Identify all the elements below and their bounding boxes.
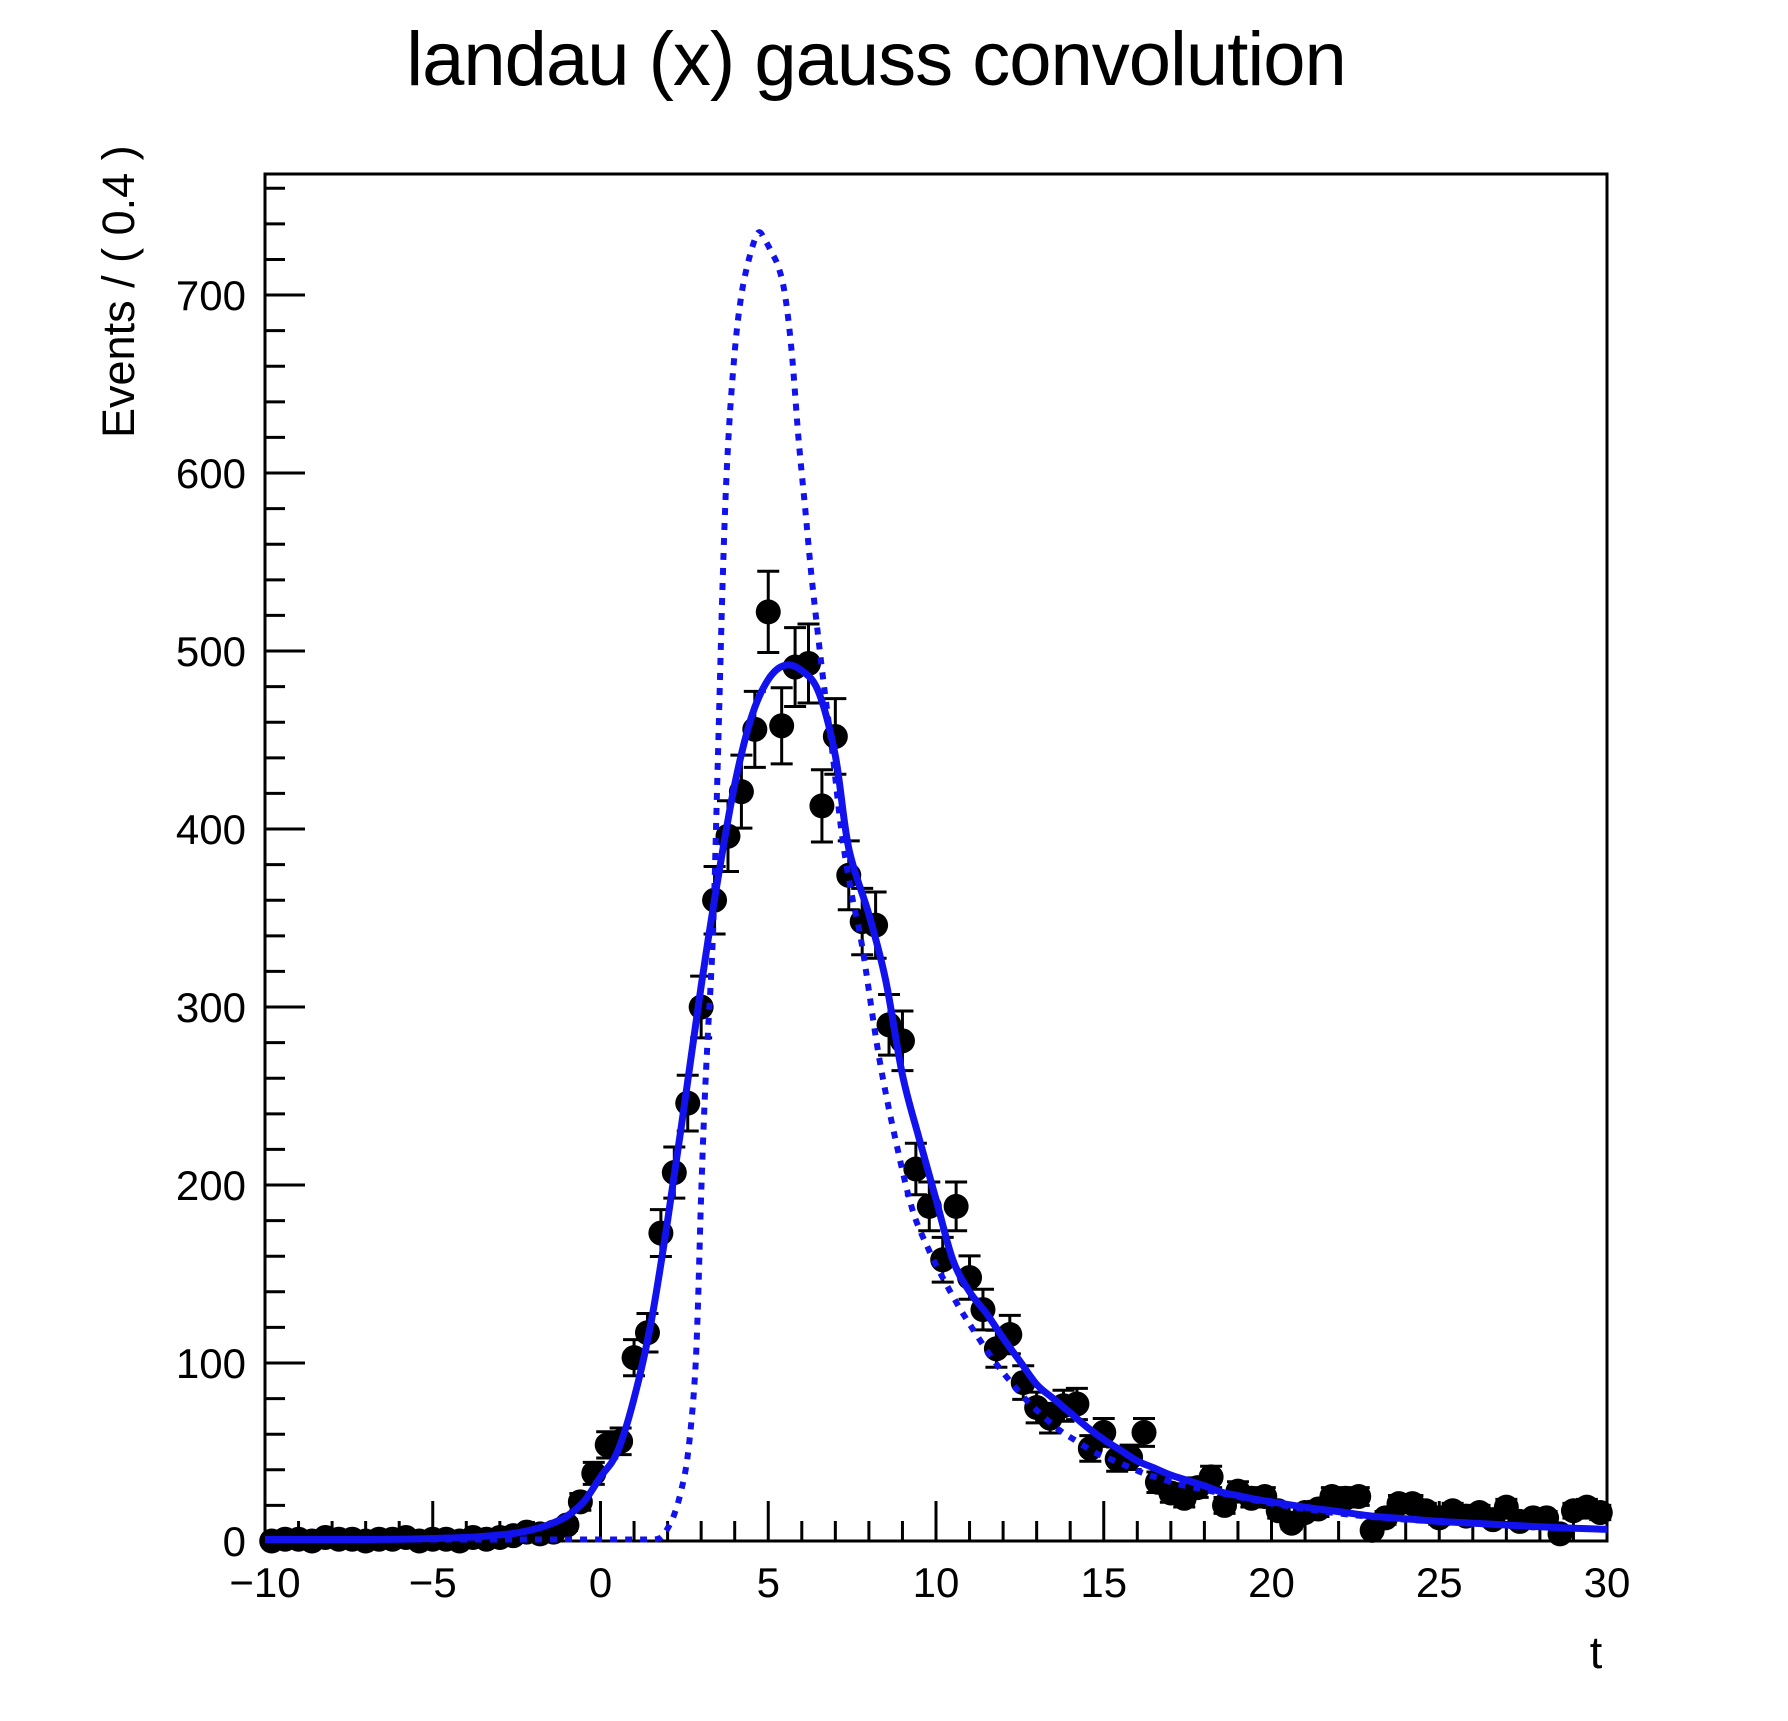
chart-title: landau (x) gauss convolution [406,17,1346,102]
data-point [903,1156,929,1182]
data-point [1346,1484,1372,1510]
y-tick-label: 500 [176,628,246,675]
x-tick-label: 0 [589,1559,612,1606]
x-tick-label: −5 [409,1559,457,1606]
x-tick-label: 15 [1080,1559,1127,1606]
y-tick-label: 0 [223,1518,246,1565]
landau-curve-dotted [265,229,1607,1543]
y-tick-label: 100 [176,1340,246,1387]
data-point [769,713,795,739]
x-axis-title: t [1590,1627,1603,1678]
y-axis-title: Events / ( 0.4 ) [93,145,144,438]
x-tick-label: 10 [913,1559,960,1606]
data-point [755,599,781,625]
fit-curve-solid [265,661,1607,1544]
y-tick-label: 200 [176,1162,246,1209]
data-point [809,793,835,819]
x-tick-label: −10 [229,1559,300,1606]
x-tick-label: 5 [757,1559,780,1606]
x-tick-label: 20 [1248,1559,1295,1606]
y-tick-label: 300 [176,984,246,1031]
y-tick-label: 600 [176,450,246,497]
data-point [1131,1419,1157,1445]
x-tick-label: 25 [1416,1559,1463,1606]
x-tick-label: 30 [1584,1559,1631,1606]
plot-frame [263,172,1609,1543]
y-tick-label: 400 [176,806,246,853]
data-point [1587,1500,1613,1526]
y-tick-label: 700 [176,272,246,319]
data-point [943,1193,969,1219]
